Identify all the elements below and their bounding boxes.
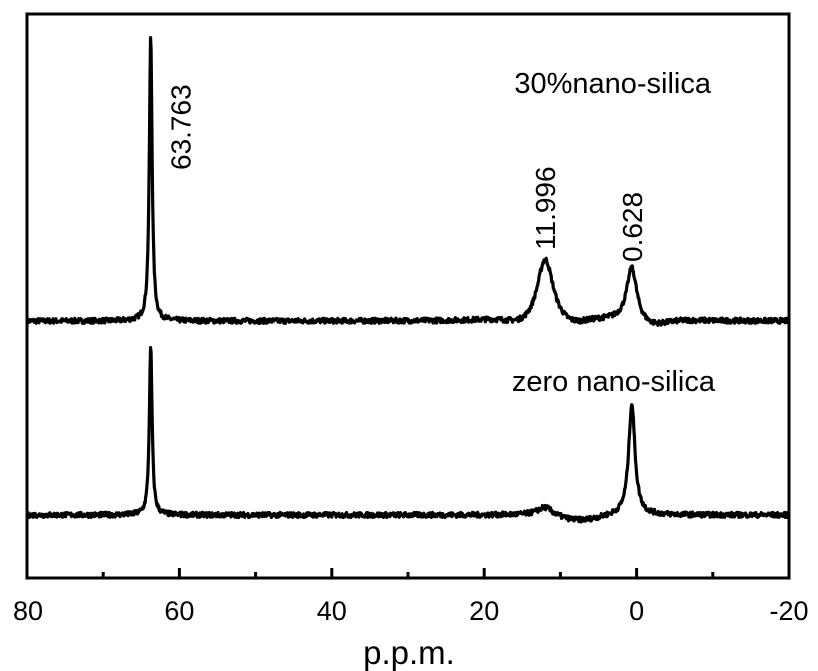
series-label-zero-nano-silica: zero nano-silica bbox=[512, 366, 716, 398]
x-tick-label: 80 bbox=[13, 596, 43, 626]
series-line-0 bbox=[25, 35, 791, 327]
series-label-30pct-nano-silica: 30%nano-silica bbox=[514, 68, 712, 100]
spectrum-series bbox=[25, 35, 791, 524]
peak-label-0-628: 0.628 bbox=[617, 192, 648, 262]
peak-label-63-763: 63.763 bbox=[166, 84, 197, 170]
x-tick-label: 40 bbox=[317, 596, 347, 626]
x-axis-tick-labels: 80 60 40 20 0 -20 bbox=[13, 596, 809, 626]
x-tick-label: 20 bbox=[469, 596, 499, 626]
peak-labels: 63.763 11.996 0.628 bbox=[166, 84, 648, 262]
peak-label-11-996: 11.996 bbox=[530, 166, 561, 250]
series-line-1 bbox=[25, 345, 791, 524]
x-tick-label: 0 bbox=[629, 596, 644, 626]
x-tick-label: -20 bbox=[769, 596, 808, 626]
x-tick-label: 60 bbox=[164, 596, 194, 626]
x-axis-label: p.p.m. bbox=[363, 634, 455, 671]
x-axis-ticks bbox=[25, 568, 791, 578]
